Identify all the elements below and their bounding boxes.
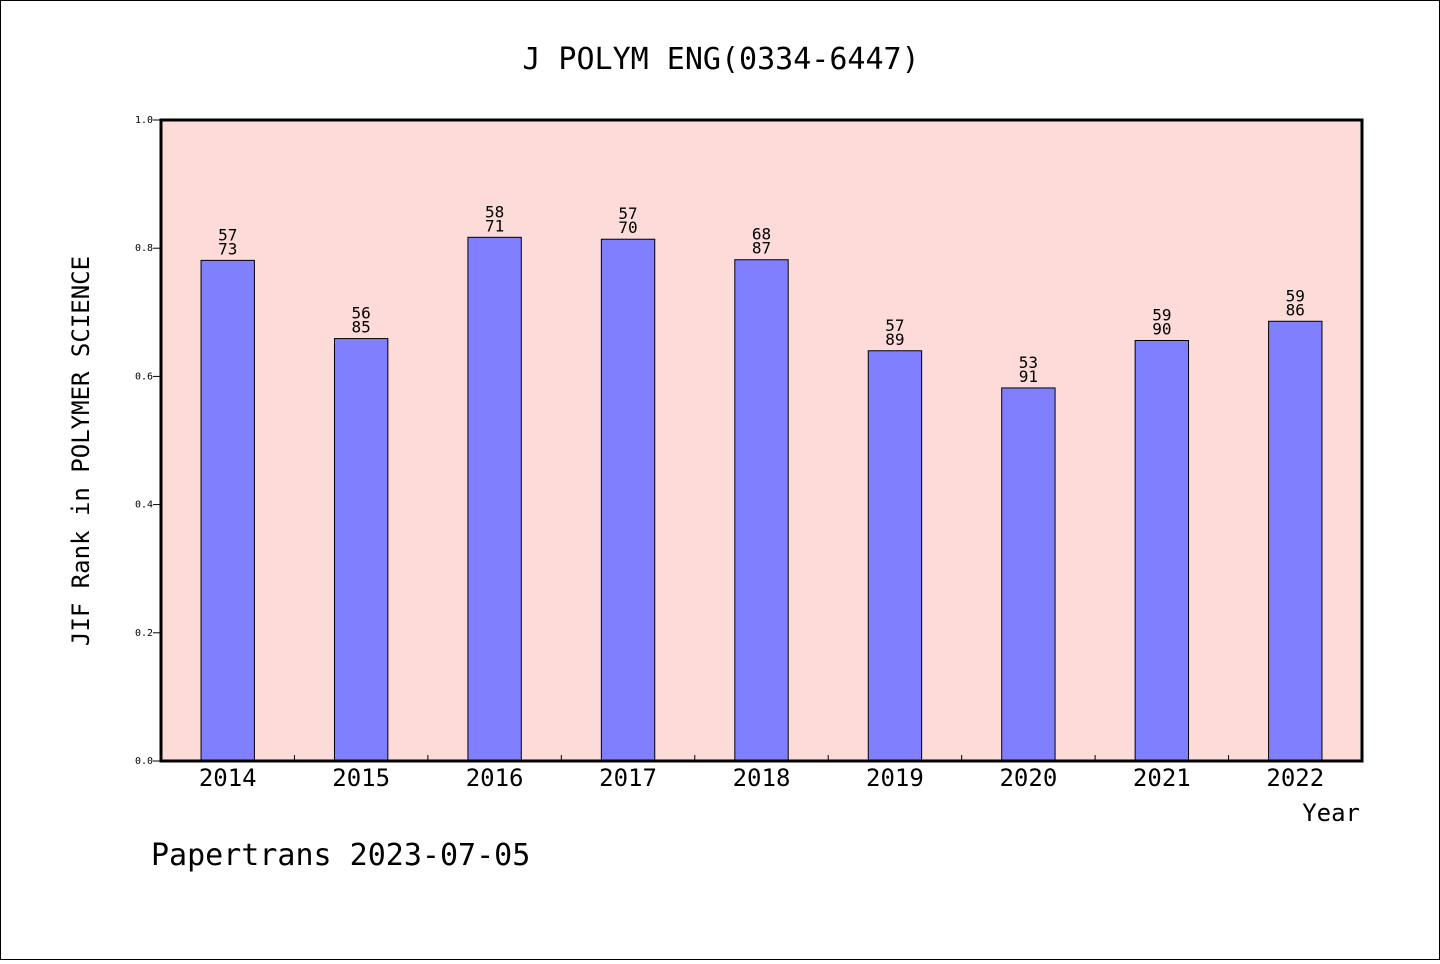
- bar-2020: [1001, 387, 1056, 762]
- bar-label-total: 87: [752, 239, 771, 258]
- x-tick-label: 2016: [466, 764, 524, 792]
- y-axis-label: JIF Rank in POLYMER SCIENCE: [67, 256, 95, 646]
- bar-2019: [867, 350, 923, 762]
- bar-label-rank: 53: [1019, 353, 1038, 372]
- bar-label-rank: 68: [752, 225, 771, 244]
- bar-label-total: 70: [618, 218, 637, 237]
- y-axis-ticks: 0.0 0.2 0.4 0.6 0.8 1.0: [135, 115, 161, 767]
- x-axis-ticks: 2014 2015 2016 2017 2018 2019 2020 2021 2022: [199, 755, 1324, 792]
- x-tick-label: 2022: [1266, 764, 1324, 792]
- bar-label-rank: 58: [485, 202, 504, 221]
- plot-border: [159, 118, 1364, 763]
- x-axis-label: Year: [1302, 799, 1360, 827]
- bar-2021: [1134, 340, 1190, 762]
- bar-label-rank: 59: [1152, 306, 1171, 325]
- bar-label-total: 85: [352, 318, 371, 337]
- y-tick-label: 1.0: [135, 115, 153, 126]
- bar-label-rank: 57: [218, 225, 237, 244]
- bar-2016: [467, 236, 522, 762]
- bars-group: [200, 236, 1323, 762]
- bar-label-rank: 56: [352, 304, 371, 323]
- bar-label-rank: 57: [618, 204, 637, 223]
- y-tick-label: 0.4: [135, 500, 153, 511]
- bar-2014: [200, 259, 255, 762]
- x-tick-label: 2018: [733, 764, 791, 792]
- y-tick-label: 0.6: [135, 371, 153, 382]
- x-tick-label: 2020: [999, 764, 1057, 792]
- x-tick-label: 2015: [332, 764, 390, 792]
- bar-label-total: 86: [1286, 300, 1305, 319]
- x-tick-label: 2017: [599, 764, 657, 792]
- bar-2022: [1268, 320, 1323, 762]
- x-tick-label: 2021: [1133, 764, 1191, 792]
- bar-label-total: 89: [885, 330, 904, 349]
- bar-label-total: 90: [1152, 320, 1171, 339]
- chart-title: J POLYM ENG(0334-6447): [522, 42, 919, 77]
- footer-credit: Papertrans 2023-07-05: [151, 838, 530, 873]
- bar-label-total: 91: [1019, 367, 1038, 386]
- y-tick-label: 0.8: [135, 243, 153, 254]
- bar-2017: [600, 238, 656, 762]
- bar-label-total: 73: [218, 239, 237, 258]
- bar-label-rank: 59: [1286, 286, 1305, 305]
- x-tick-label: 2019: [866, 764, 924, 792]
- bar-2018: [734, 259, 789, 762]
- x-tick-label: 2014: [199, 764, 257, 792]
- y-tick-label: 0.0: [135, 756, 153, 767]
- bar-2015: [333, 338, 389, 762]
- bar-label-total: 71: [485, 216, 504, 235]
- y-tick-label: 0.2: [135, 628, 153, 639]
- bar-label-rank: 57: [885, 316, 904, 335]
